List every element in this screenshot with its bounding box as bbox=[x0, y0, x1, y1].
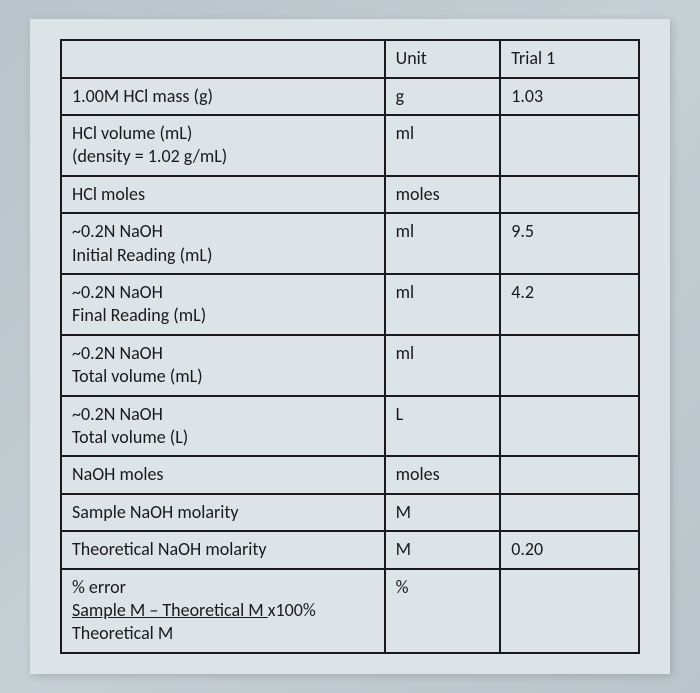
table-row: Sample NaOH molarity M bbox=[61, 494, 639, 531]
worksheet-paper: Unit Trial 1 1.00M HCl mass (g) g 1.03 H… bbox=[30, 19, 670, 673]
table-header-row: Unit Trial 1 bbox=[61, 40, 639, 77]
row-trial1 bbox=[500, 569, 639, 653]
row-unit: M bbox=[385, 531, 501, 568]
row-desc: Sample NaOH molarity bbox=[61, 494, 385, 531]
row-trial1 bbox=[500, 115, 639, 176]
row-trial1 bbox=[500, 494, 639, 531]
table-row: 1.00M HCl mass (g) g 1.03 bbox=[61, 78, 639, 115]
table-row: ~0.2N NaOH Final Reading (mL) ml 4.2 bbox=[61, 274, 639, 335]
row-trial1: 1.03 bbox=[500, 78, 639, 115]
table-row: ~0.2N NaOH Total volume (mL) ml bbox=[61, 335, 639, 396]
table-row: Theoretical NaOH molarity M 0.20 bbox=[61, 531, 639, 568]
row-desc: HCl moles bbox=[61, 176, 385, 213]
row-trial1: 9.5 bbox=[500, 213, 639, 274]
table-row-error: % error Sample M – Theoretical M x100% T… bbox=[61, 569, 639, 653]
row-desc: 1.00M HCl mass (g) bbox=[61, 78, 385, 115]
row-desc: ~0.2N NaOH Final Reading (mL) bbox=[61, 274, 385, 335]
row-desc: ~0.2N NaOH Total volume (L) bbox=[61, 396, 385, 457]
table-row: HCl moles moles bbox=[61, 176, 639, 213]
row-unit: ml bbox=[385, 274, 501, 335]
table-row: NaOH moles moles bbox=[61, 456, 639, 493]
row-desc: NaOH moles bbox=[61, 456, 385, 493]
header-unit: Unit bbox=[385, 40, 501, 77]
error-formula-denominator: Theoretical M bbox=[72, 622, 173, 644]
row-unit: M bbox=[385, 494, 501, 531]
row-unit: ml bbox=[385, 115, 501, 176]
header-empty bbox=[61, 40, 385, 77]
header-trial1: Trial 1 bbox=[500, 40, 639, 77]
row-unit: % bbox=[385, 569, 501, 653]
row-desc: ~0.2N NaOH Initial Reading (mL) bbox=[61, 213, 385, 274]
row-desc: ~0.2N NaOH Total volume (mL) bbox=[61, 335, 385, 396]
row-unit: moles bbox=[385, 176, 501, 213]
row-unit: ml bbox=[385, 335, 501, 396]
row-trial1 bbox=[500, 396, 639, 457]
row-trial1 bbox=[500, 176, 639, 213]
row-trial1 bbox=[500, 456, 639, 493]
error-line1: % error bbox=[72, 576, 126, 598]
row-trial1: 0.20 bbox=[500, 531, 639, 568]
row-trial1 bbox=[500, 335, 639, 396]
row-unit: ml bbox=[385, 213, 501, 274]
row-unit: L bbox=[385, 396, 501, 457]
row-trial1: 4.2 bbox=[500, 274, 639, 335]
table-row: ~0.2N NaOH Total volume (L) L bbox=[61, 396, 639, 457]
row-unit: g bbox=[385, 78, 501, 115]
data-table: Unit Trial 1 1.00M HCl mass (g) g 1.03 H… bbox=[60, 39, 640, 653]
row-desc-error: % error Sample M – Theoretical M x100% T… bbox=[61, 569, 385, 653]
error-formula-numerator: Sample M – Theoretical M bbox=[72, 599, 268, 621]
table-row: ~0.2N NaOH Initial Reading (mL) ml 9.5 bbox=[61, 213, 639, 274]
row-unit: moles bbox=[385, 456, 501, 493]
error-formula-mult: x100% bbox=[268, 599, 316, 621]
row-desc: HCl volume (mL) (density = 1.02 g/mL) bbox=[61, 115, 385, 176]
row-desc: Theoretical NaOH molarity bbox=[61, 531, 385, 568]
table-row: HCl volume (mL) (density = 1.02 g/mL) ml bbox=[61, 115, 639, 176]
